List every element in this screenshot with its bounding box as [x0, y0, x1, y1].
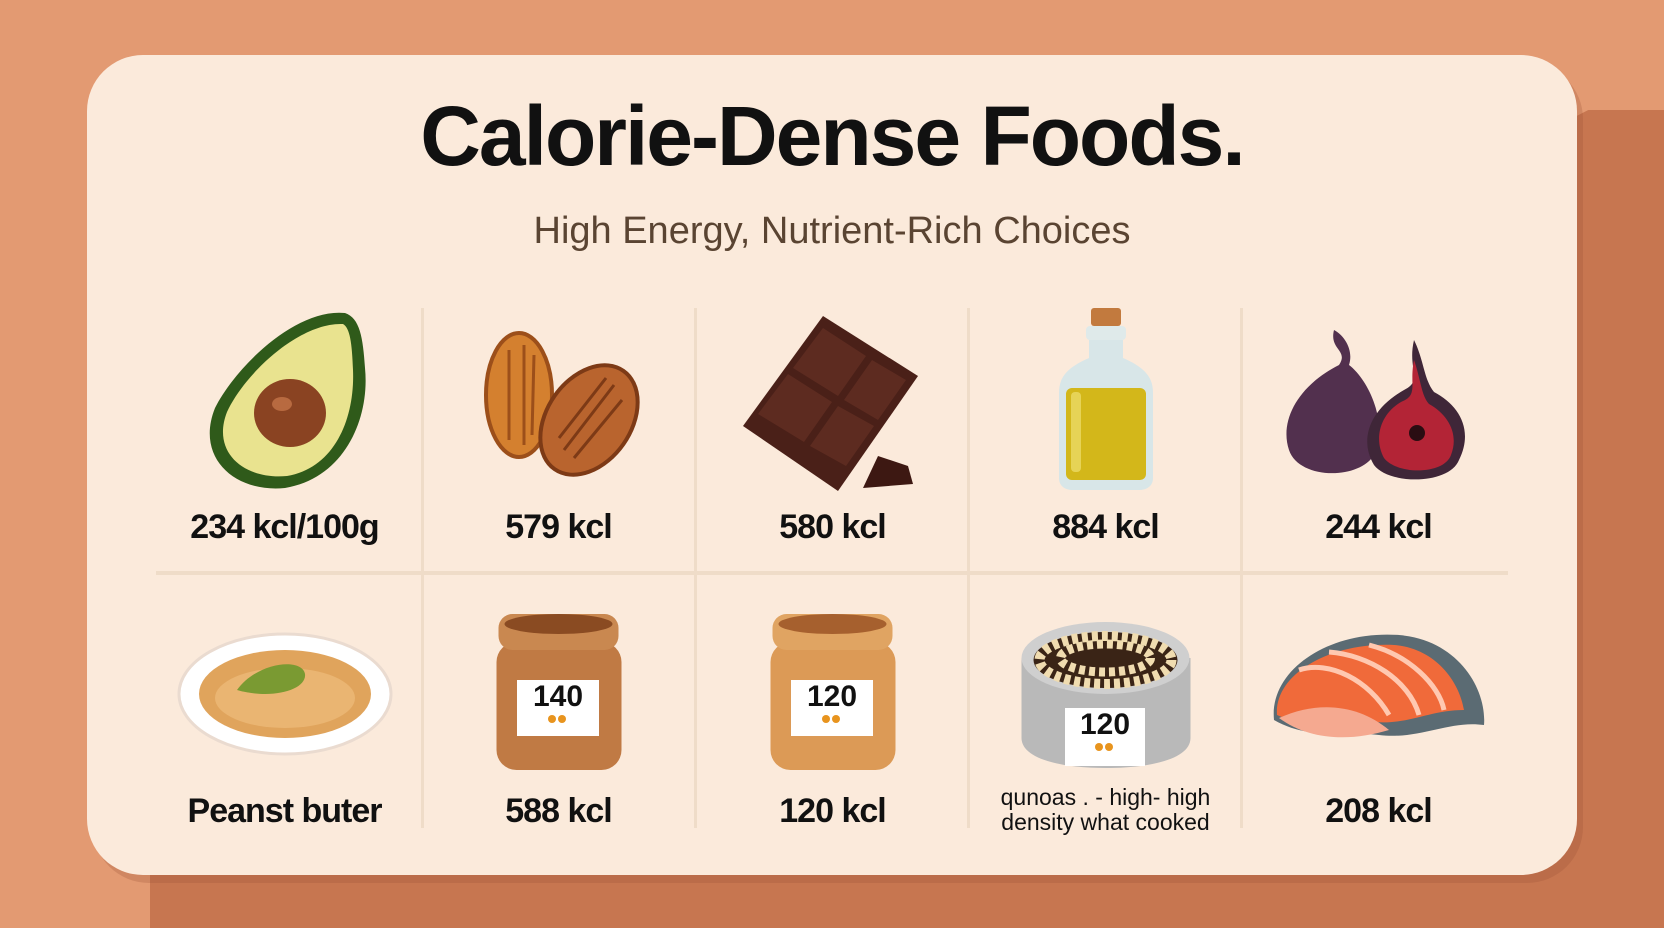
food-item-jar-2: 120 120 kcl — [696, 600, 969, 840]
figs-icon — [1285, 330, 1465, 480]
food-item-avocado: 234 kcl/100g — [148, 300, 421, 560]
food-item-jar-1: 140 588 kcl — [422, 600, 695, 840]
food-label: Peanst buter — [187, 792, 383, 830]
food-item-peanut-butter: Peanst buter — [148, 600, 421, 840]
row-divider — [156, 571, 1508, 575]
page-title: Calorie-Dense Foods. — [420, 89, 1246, 183]
badge-value: 120 — [1079, 708, 1131, 741]
food-item-figs: 244 kcl — [1242, 300, 1515, 560]
almonds-icon — [483, 331, 640, 477]
food-label: 244 kcl — [1325, 508, 1432, 546]
food-label: qunoas . - high- high density what cooke… — [1000, 784, 1211, 835]
column-divider — [1240, 308, 1243, 828]
column-divider — [967, 308, 970, 828]
page-subtitle: High Energy, Nutrient-Rich Choices — [533, 210, 1131, 252]
column-divider — [421, 308, 424, 828]
food-label: 884 kcl — [1052, 508, 1159, 546]
calorie-badge: 120 — [791, 680, 873, 736]
calorie-badge: 120 — [1065, 708, 1145, 766]
food-label: 208 kcl — [1325, 792, 1432, 830]
food-label: 579 kcl — [505, 508, 612, 546]
food-label: 580 kcl — [779, 508, 886, 546]
food-item-quinoa: 120 qunoas . - high- high density what c… — [969, 600, 1242, 840]
olive-oil-bottle-icon — [1058, 308, 1153, 490]
food-item-chocolate: 580 kcl — [696, 300, 969, 560]
food-label: 120 kcl — [779, 792, 886, 830]
peanut-butter-bowl-icon — [177, 632, 392, 756]
food-item-almonds: 579 kcl — [422, 300, 695, 560]
food-item-salmon: 208 kcl — [1242, 600, 1515, 840]
food-item-olive-oil: 884 kcl — [969, 300, 1242, 560]
food-label: 588 kcl — [505, 792, 612, 830]
food-label: 234 kcl/100g — [190, 508, 379, 546]
dark-chocolate-icon — [742, 316, 918, 491]
calorie-badge: 140 — [517, 680, 599, 736]
salmon-icon — [1273, 634, 1484, 738]
column-divider — [694, 308, 697, 828]
badge-value: 120 — [806, 680, 858, 713]
avocado-icon — [209, 312, 366, 489]
badge-value: 140 — [532, 680, 584, 713]
